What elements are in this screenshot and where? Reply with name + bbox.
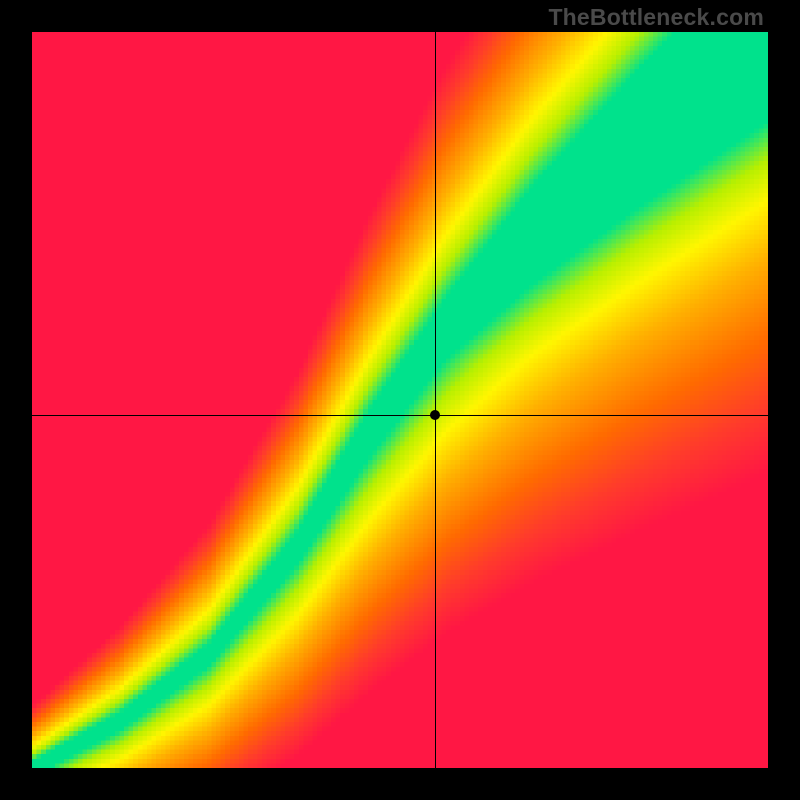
frame-right: [768, 0, 800, 800]
watermark-text: TheBottleneck.com: [548, 4, 764, 31]
frame-left: [0, 0, 32, 800]
heatmap-canvas: [32, 32, 768, 768]
heatmap-plot: [32, 32, 768, 768]
frame-bottom: [0, 768, 800, 800]
